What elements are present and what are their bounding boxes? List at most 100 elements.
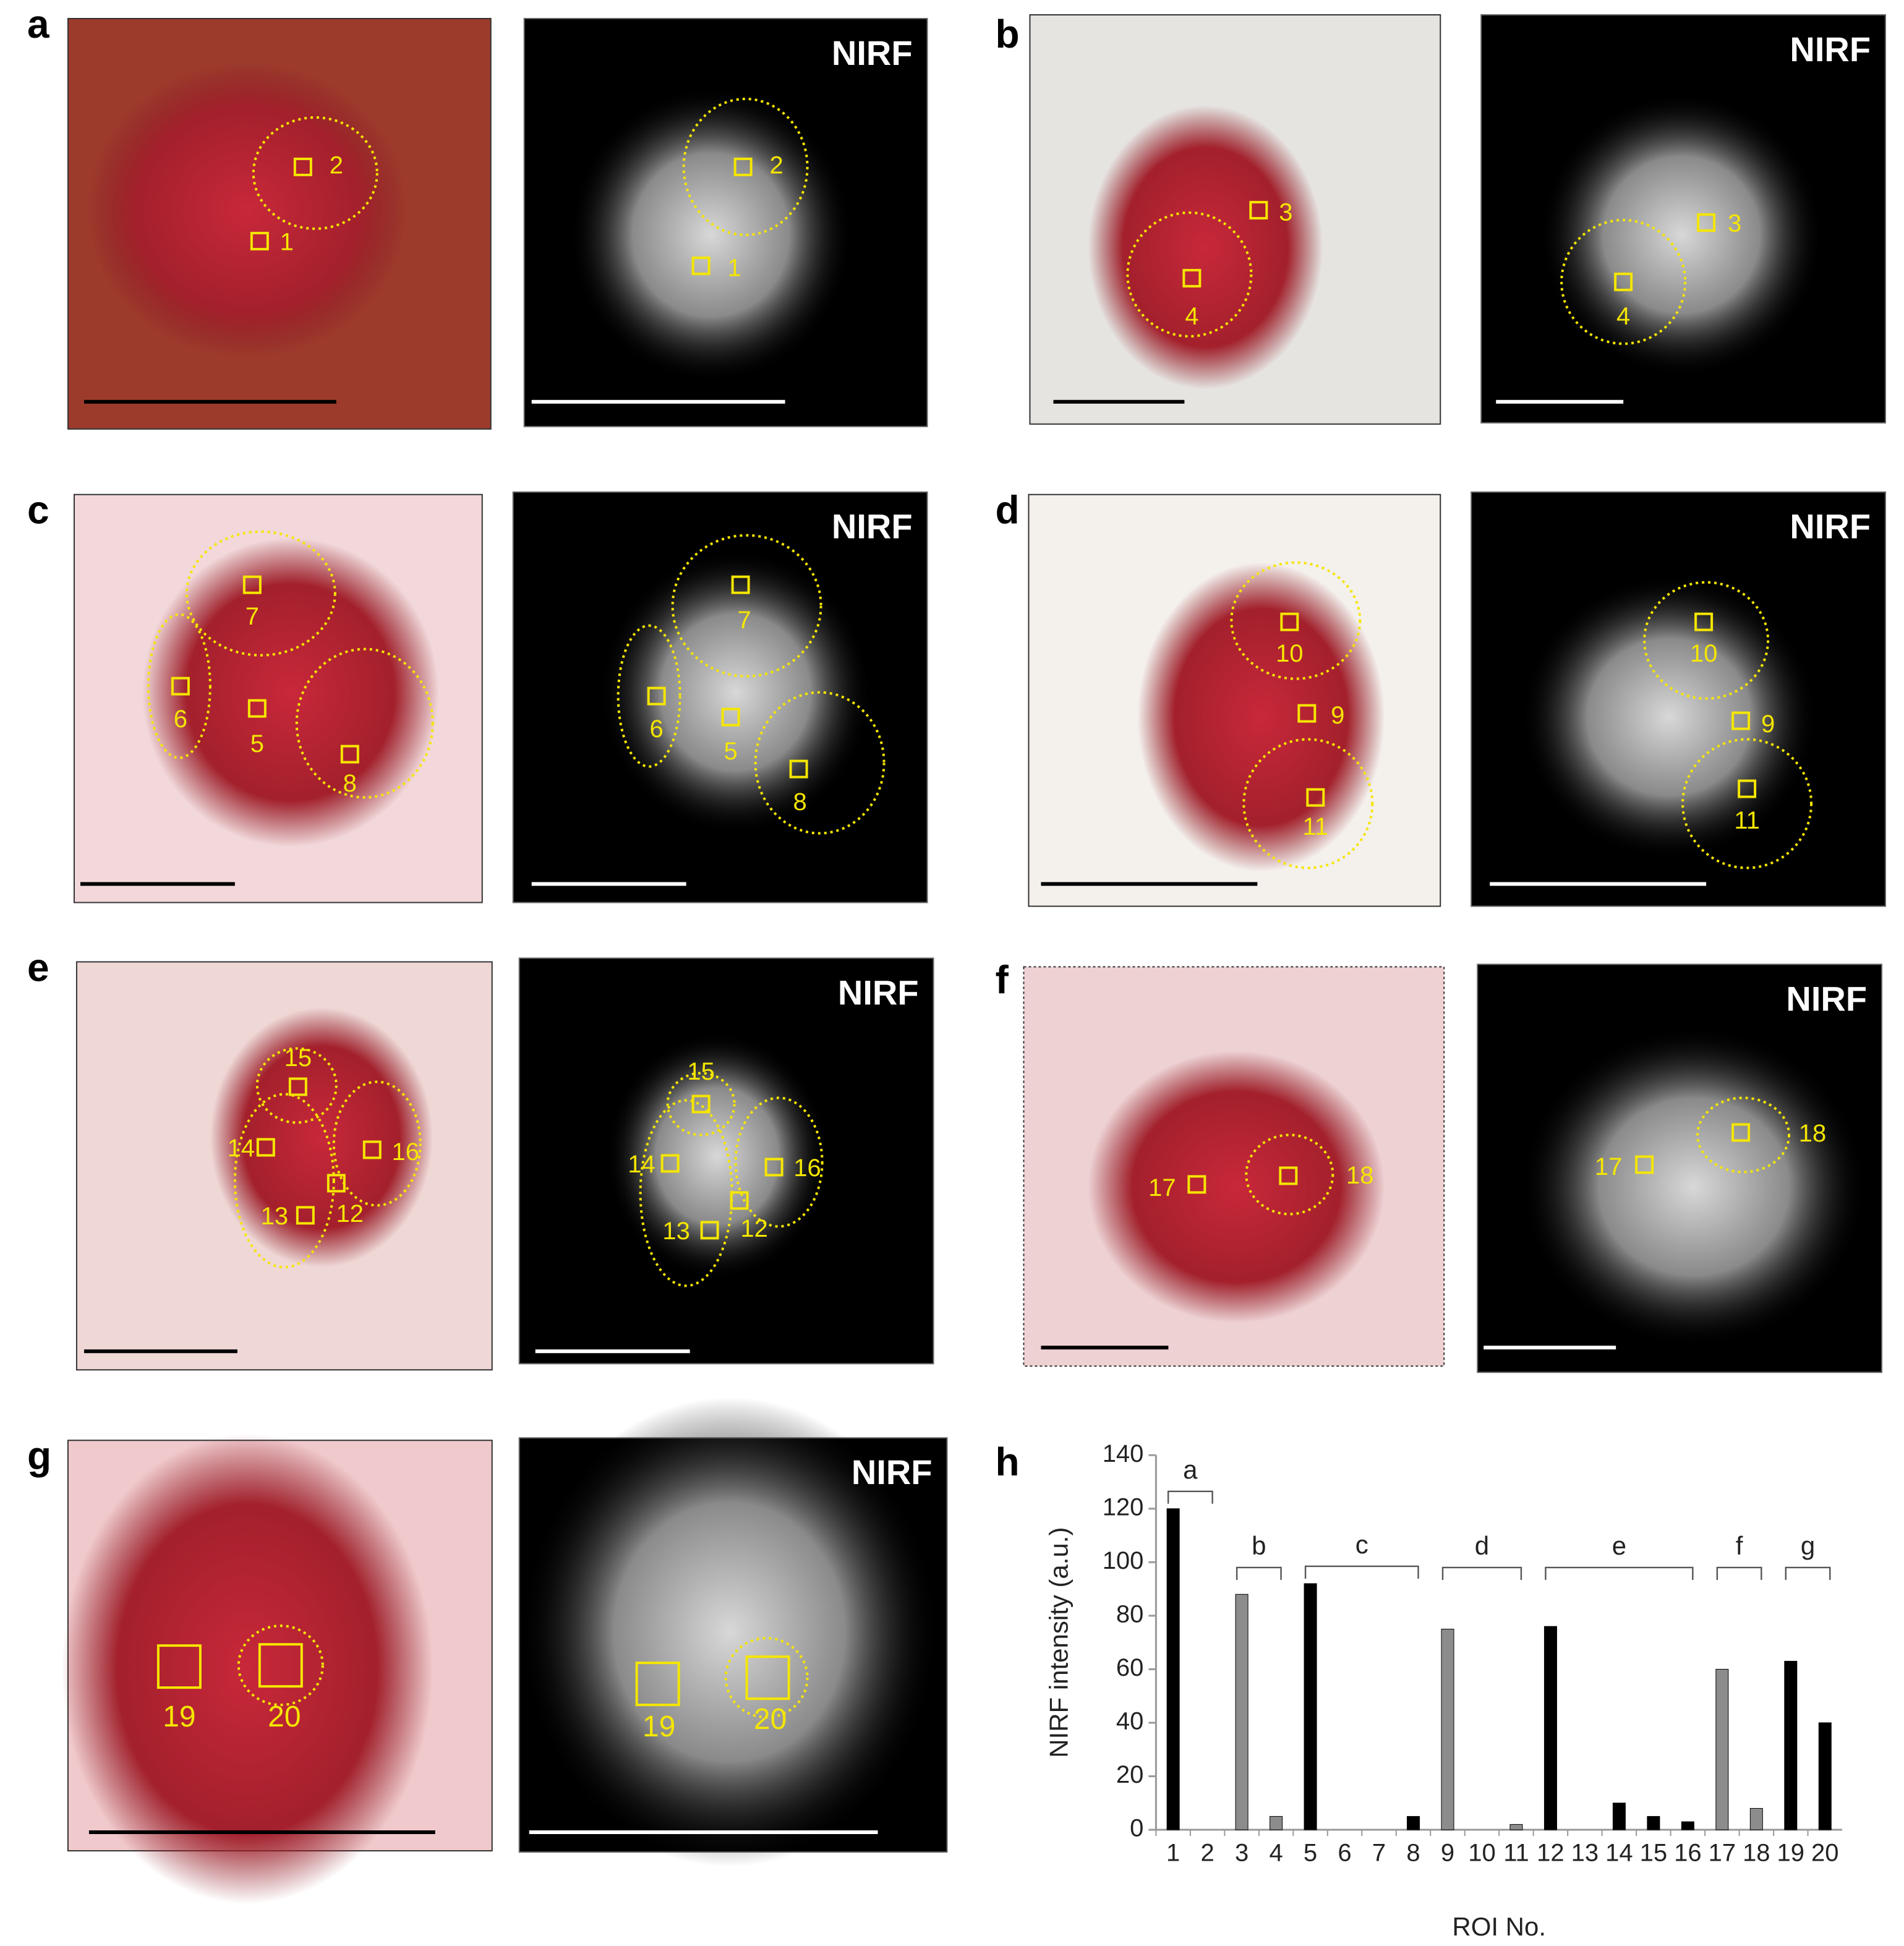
roi-circle [724, 1637, 809, 1719]
roi-box [288, 1077, 307, 1096]
roi-circle [617, 624, 681, 768]
x-tick-label: 5 [1304, 1840, 1317, 1867]
x-axis-label: ROI No. [1452, 1912, 1546, 1941]
roi-circle [1126, 211, 1253, 338]
nirf-label: NIRF [832, 507, 913, 546]
x-tick-label: 10 [1468, 1840, 1495, 1867]
tissue [1137, 562, 1385, 872]
roi-label: 17 [1148, 1174, 1176, 1201]
group-label: d [1475, 1531, 1489, 1560]
fluorescence [1521, 574, 1818, 860]
roi-label: 7 [245, 603, 259, 630]
roi-box [1738, 779, 1757, 798]
roi-box [635, 1662, 680, 1707]
roi-label: 4 [1185, 302, 1198, 330]
roi-circle [1230, 561, 1362, 680]
panel-letter: f [995, 957, 1009, 1002]
roi-label: 4 [1616, 302, 1630, 330]
roi-circle [1560, 218, 1687, 345]
y-tick-label: 120 [1103, 1493, 1144, 1521]
roi-box [1614, 272, 1633, 291]
roi-circle [237, 1624, 324, 1707]
roi-box [731, 575, 750, 594]
roi-label: 6 [174, 706, 187, 733]
roi-label: 8 [793, 788, 806, 816]
panel-letter: g [27, 1433, 51, 1478]
roi-circle [666, 1072, 736, 1137]
roi-circle [147, 613, 211, 759]
roi-box [700, 1221, 719, 1240]
roi-box [156, 1644, 202, 1689]
fluorescence [605, 1032, 829, 1280]
x-tick-label: 1 [1166, 1840, 1180, 1867]
nirf-label: NIRF [1786, 979, 1867, 1018]
fluorescence [599, 550, 872, 835]
roi-circle [1242, 738, 1374, 869]
group-bracket [1785, 1566, 1831, 1580]
roi-label: 5 [724, 738, 737, 765]
roi-label: 20 [754, 1703, 787, 1736]
x-tick-label: 18 [1743, 1840, 1770, 1867]
x-tick-label: 20 [1811, 1840, 1838, 1867]
y-tick-label: 40 [1116, 1708, 1143, 1735]
roi-circle [332, 1080, 422, 1207]
roi-box [250, 231, 269, 250]
roi-circle [1681, 738, 1813, 869]
roi-circle [671, 534, 822, 678]
roi-box [1279, 1166, 1298, 1185]
roi-label: 8 [343, 770, 357, 797]
nirf-label: NIRF [1790, 507, 1871, 546]
roi-box [1187, 1175, 1206, 1194]
group-label: f [1736, 1531, 1743, 1560]
roi-box [1731, 1123, 1751, 1142]
y-axis-label: NIRF intensity (a.u.) [1044, 1527, 1074, 1758]
roi-label: 13 [662, 1218, 689, 1245]
roi-circle [185, 530, 336, 657]
roi-box [647, 686, 666, 706]
roi-box [1297, 704, 1317, 723]
roi-box [1306, 788, 1325, 807]
panel-letter: h [995, 1440, 1019, 1484]
roi-label: 18 [1799, 1120, 1826, 1147]
fluorescence [1539, 92, 1824, 377]
bar [1612, 1803, 1626, 1830]
roi-label: 2 [769, 151, 783, 179]
bar [1304, 1583, 1317, 1830]
group-bracket [1167, 1490, 1213, 1504]
y-tick-label: 100 [1103, 1547, 1144, 1574]
roi-label: 19 [642, 1710, 675, 1743]
roi-box [256, 1138, 275, 1157]
roi-box [1731, 711, 1751, 730]
roi-label: 1 [727, 254, 741, 281]
panel-letter: b [995, 12, 1019, 56]
roi-label: 14 [628, 1151, 655, 1178]
x-tick-label: 17 [1709, 1840, 1736, 1867]
roi-label: 11 [1303, 813, 1328, 840]
bar [1166, 1508, 1180, 1830]
roi-label: 17 [1595, 1153, 1622, 1180]
y-tick-label: 20 [1116, 1761, 1143, 1788]
bar [1749, 1807, 1763, 1830]
roi-box [745, 1655, 790, 1701]
roi-box [293, 157, 312, 176]
panel-letter: d [995, 488, 1019, 532]
roi-box [327, 1174, 346, 1193]
y-tick-label: 80 [1116, 1600, 1143, 1628]
panel-letter: e [27, 945, 49, 989]
roi-label: 12 [336, 1200, 364, 1227]
roi-box [296, 1206, 315, 1225]
roi-label: 9 [1331, 702, 1344, 729]
roi-label: 19 [163, 1701, 195, 1733]
tissue [142, 537, 439, 847]
roi-label: 16 [793, 1154, 821, 1182]
x-tick-label: 3 [1235, 1840, 1249, 1867]
nirf-label: NIRF [838, 973, 919, 1012]
roi-label: 5 [250, 730, 264, 757]
x-tick-label: 15 [1640, 1840, 1667, 1867]
y-tick-label: 140 [1103, 1440, 1144, 1467]
x-tick-label: 13 [1571, 1840, 1599, 1867]
group-label: e [1612, 1531, 1626, 1560]
roi-box [362, 1140, 382, 1159]
